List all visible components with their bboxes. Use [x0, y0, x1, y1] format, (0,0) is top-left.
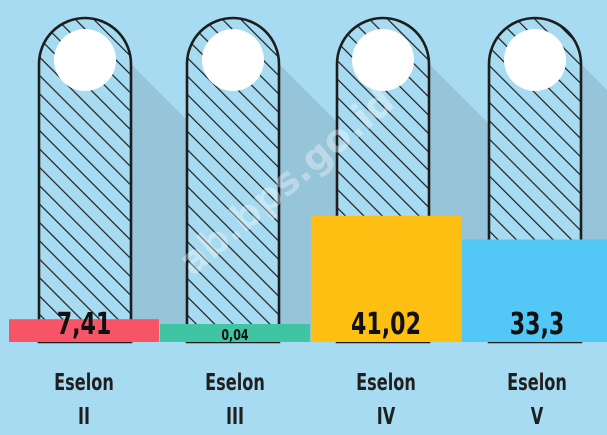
bar	[311, 215, 461, 342]
category-label-line: V	[530, 404, 544, 430]
pill-circle	[54, 29, 116, 91]
hatched-pill	[185, 16, 281, 344]
category-label-line: Eselon	[205, 370, 265, 396]
bar-value-label: 33,3	[510, 308, 565, 342]
pill-shadow	[105, 38, 195, 342]
category-label: Eselon V	[479, 366, 596, 434]
category-label-line: Eselon	[54, 370, 114, 396]
category-label-line: III	[225, 404, 245, 430]
bar	[160, 324, 310, 342]
bar-value-label: 0,04	[221, 327, 249, 344]
hatched-pill	[37, 16, 133, 344]
category-label: Eselon III	[177, 366, 294, 434]
category-label-line: Eselon	[507, 370, 567, 396]
bar	[462, 239, 607, 342]
pill-circle	[352, 29, 414, 91]
pill-circle	[202, 29, 264, 91]
bar	[9, 319, 159, 342]
bar-value-label: 7,41	[57, 308, 112, 342]
category-label-line: II	[77, 404, 90, 430]
category-label: Eselon II	[26, 366, 143, 434]
bar-value-label: 41,02	[351, 308, 421, 342]
category-label-line: IV	[376, 404, 396, 430]
category-label: Eselon IV	[328, 366, 445, 434]
pill-circle	[504, 29, 566, 91]
category-label-line: Eselon	[356, 370, 416, 396]
